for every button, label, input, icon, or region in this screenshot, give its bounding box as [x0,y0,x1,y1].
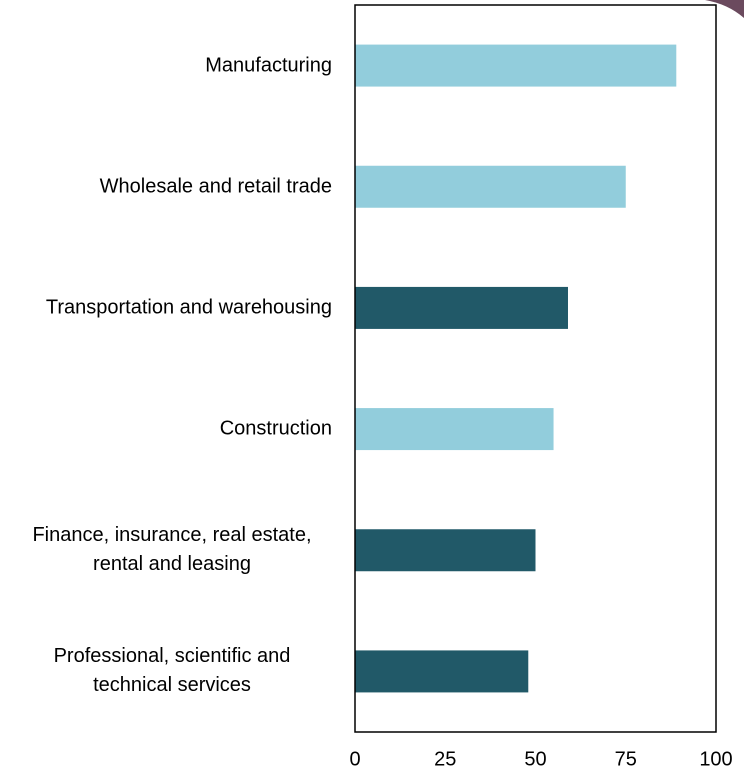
bar [355,650,529,693]
x-tick-label: 100 [699,748,732,770]
corner-decoration [705,0,744,18]
x-tick-label: 50 [524,748,546,770]
bar [355,286,568,329]
category-label-box: Transportation and warehousing [2,293,332,322]
category-label-box: Finance, insurance, real estate, rental … [2,521,332,579]
y-tick-label: Manufacturing [205,54,332,77]
category-label-box: Wholesale and retail trade [2,172,332,201]
y-tick-label: Transportation and warehousing [45,296,332,319]
bar [355,408,554,451]
y-tick-label: Finance, insurance, real estate, rental … [32,524,312,576]
y-tick-label: Construction [219,417,332,440]
y-tick-label: Professional, scientific and technical s… [53,645,291,697]
plot-border [354,4,717,733]
category-label-box: Manufacturing [2,51,332,80]
y-tick-label: Wholesale and retail trade [99,175,332,198]
bar [355,165,626,208]
x-tick-label: 75 [615,748,637,770]
bar [355,529,536,572]
x-tick-label: 0 [349,748,360,770]
category-label-box: Professional, scientific and technical s… [2,642,332,700]
bar [355,44,677,87]
x-tick-label: 25 [434,748,456,770]
category-label-box: Construction [2,415,332,444]
